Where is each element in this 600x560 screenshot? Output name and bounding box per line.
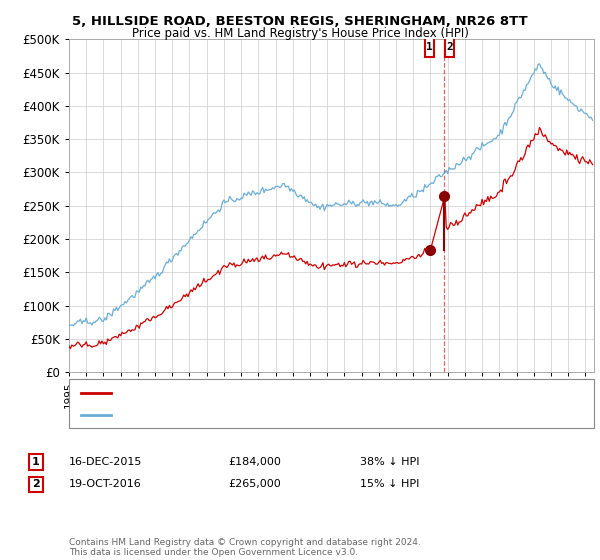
Text: Price paid vs. HM Land Registry's House Price Index (HPI): Price paid vs. HM Land Registry's House … (131, 27, 469, 40)
Text: £184,000: £184,000 (228, 457, 281, 467)
Text: 1: 1 (426, 42, 433, 52)
Text: Contains HM Land Registry data © Crown copyright and database right 2024.
This d: Contains HM Land Registry data © Crown c… (69, 538, 421, 557)
Text: 2: 2 (32, 479, 40, 489)
Text: 38% ↓ HPI: 38% ↓ HPI (360, 457, 419, 467)
Text: 5, HILLSIDE ROAD, BEESTON REGIS, SHERINGHAM, NR26 8TT (detached house): 5, HILLSIDE ROAD, BEESTON REGIS, SHERING… (117, 388, 530, 398)
FancyBboxPatch shape (445, 38, 454, 57)
Text: 19-OCT-2016: 19-OCT-2016 (69, 479, 142, 489)
Text: 1: 1 (32, 457, 40, 467)
Text: 2: 2 (446, 42, 452, 52)
Text: HPI: Average price, detached house, North Norfolk: HPI: Average price, detached house, Nort… (117, 409, 380, 419)
Text: 15% ↓ HPI: 15% ↓ HPI (360, 479, 419, 489)
FancyBboxPatch shape (425, 38, 434, 57)
Text: 5, HILLSIDE ROAD, BEESTON REGIS, SHERINGHAM, NR26 8TT: 5, HILLSIDE ROAD, BEESTON REGIS, SHERING… (72, 15, 528, 28)
Text: £265,000: £265,000 (228, 479, 281, 489)
Text: 16-DEC-2015: 16-DEC-2015 (69, 457, 142, 467)
